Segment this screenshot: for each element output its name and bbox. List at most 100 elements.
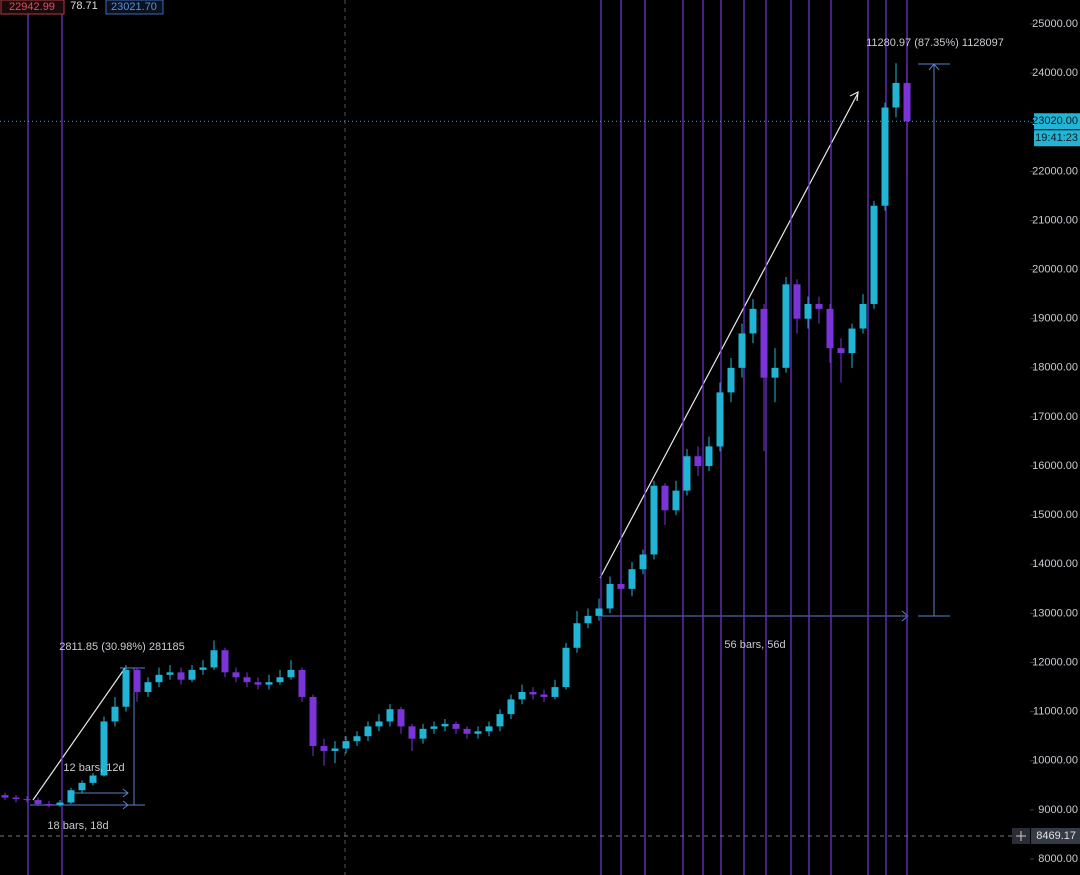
- measure-label: 11280.97 (87.35%) 1128097: [866, 37, 1004, 49]
- candle-body: [45, 803, 53, 805]
- candle-body: [804, 303, 812, 319]
- y-tick-label: 10000.00: [1032, 755, 1078, 767]
- candle-body: [573, 623, 581, 648]
- candle-body: [419, 728, 427, 739]
- candle-body: [408, 726, 416, 739]
- candle-body: [265, 682, 273, 685]
- candle-body: [78, 782, 86, 791]
- candle-body: [606, 583, 614, 609]
- candle-body: [397, 709, 405, 727]
- arrow-head: [849, 90, 859, 102]
- y-tick-label: 9000.00: [1038, 804, 1078, 816]
- candle-body: [177, 672, 185, 680]
- candle-body: [243, 677, 251, 683]
- candle-body: [254, 682, 262, 685]
- candle-body: [309, 696, 317, 747]
- candle-body: [67, 790, 75, 803]
- y-tick-label: 17000.00: [1032, 411, 1078, 423]
- labels: 11280.97 (87.35%) 1128097 56 bars, 56d 2…: [0, 0, 1080, 844]
- y-tick-label: 22000.00: [1032, 165, 1078, 177]
- candle-body: [122, 669, 130, 707]
- countdown-box: [1034, 130, 1080, 147]
- candle-body: [221, 650, 229, 673]
- candle-body: [386, 709, 394, 722]
- candle-body: [188, 669, 196, 680]
- arrow-head: [901, 610, 909, 622]
- candle-body: [529, 692, 537, 695]
- countdown-label: 19:41:23: [1035, 132, 1078, 144]
- candle-body: [837, 348, 845, 354]
- candle-body: [738, 333, 746, 368]
- candle-body: [353, 736, 361, 742]
- y-tick-label: 16000.00: [1032, 460, 1078, 472]
- header-change: 78.71: [70, 0, 98, 12]
- last-price-box: [1034, 113, 1080, 130]
- candle-body: [595, 608, 603, 616]
- header-box: [105, 0, 164, 15]
- candle-body: [210, 650, 218, 668]
- candle-body: [375, 721, 383, 727]
- candle-body: [903, 82, 911, 122]
- candle-body: [111, 706, 119, 722]
- candle-body: [155, 674, 163, 683]
- y-tick-label: 15000.00: [1032, 509, 1078, 521]
- candle-body: [23, 799, 31, 801]
- candle-body: [848, 328, 856, 354]
- candle-body: [584, 615, 592, 624]
- candle-body: [892, 82, 900, 108]
- y-tick-label: 12000.00: [1032, 656, 1078, 668]
- candle-body: [617, 583, 625, 589]
- candle-body: [727, 367, 735, 393]
- candle-body: [683, 456, 691, 491]
- candle-body: [474, 731, 482, 734]
- last-price-label: 23020.00: [1032, 115, 1078, 127]
- y-tick-label: 8000.00: [1038, 853, 1078, 865]
- y-tick-label: 18000.00: [1032, 362, 1078, 374]
- candle-body: [793, 284, 801, 319]
- candle-body: [705, 446, 713, 467]
- candle-body: [144, 682, 152, 692]
- vertical-lines: [27, 0, 908, 875]
- crosshair-price-box: [1031, 827, 1080, 844]
- crosshair-plus: [1016, 830, 1026, 841]
- trend-line: [599, 92, 859, 579]
- measure-label: 2811.85 (30.98%) 281185: [59, 641, 185, 653]
- candle-body: [199, 667, 207, 670]
- measure-label: 12 bars, 12d: [63, 762, 124, 774]
- candle-body: [298, 669, 306, 697]
- candle-body: [133, 669, 141, 692]
- candle-body: [364, 726, 372, 737]
- header-high: 23021.70: [111, 1, 157, 13]
- candle-body: [518, 692, 526, 700]
- candle-body: [771, 367, 779, 378]
- candle-body: [100, 721, 108, 776]
- measure-label: 18 bars, 18d: [47, 820, 108, 832]
- candle-body: [430, 726, 438, 729]
- candle-body: [287, 669, 295, 678]
- candle-body: [826, 308, 834, 349]
- measure-label: 56 bars, 56d: [724, 639, 785, 651]
- candle-body: [859, 303, 867, 329]
- candle-body: [716, 392, 724, 447]
- y-tick-label: 19000.00: [1032, 313, 1078, 325]
- candle-body: [463, 728, 471, 734]
- candle-body: [342, 741, 350, 749]
- candle-body: [815, 303, 823, 309]
- candle-body: [562, 647, 570, 688]
- y-tick-label: 20000.00: [1032, 263, 1078, 275]
- header-low: 22942.99: [9, 1, 55, 13]
- candle-body: [507, 699, 515, 715]
- y-tick-label: 13000.00: [1032, 607, 1078, 619]
- candle-body: [452, 723, 460, 729]
- candle-body: [760, 308, 768, 378]
- crosshair-price-label: 8469.17: [1036, 830, 1076, 842]
- candle-body: [232, 672, 240, 678]
- candle-body: [628, 569, 636, 589]
- candle-body: [870, 205, 878, 304]
- candle-body: [485, 726, 493, 732]
- candle-body: [782, 284, 790, 368]
- candle-body: [672, 490, 680, 511]
- y-tick-label: 11000.00: [1033, 706, 1078, 718]
- candle-body: [749, 308, 757, 334]
